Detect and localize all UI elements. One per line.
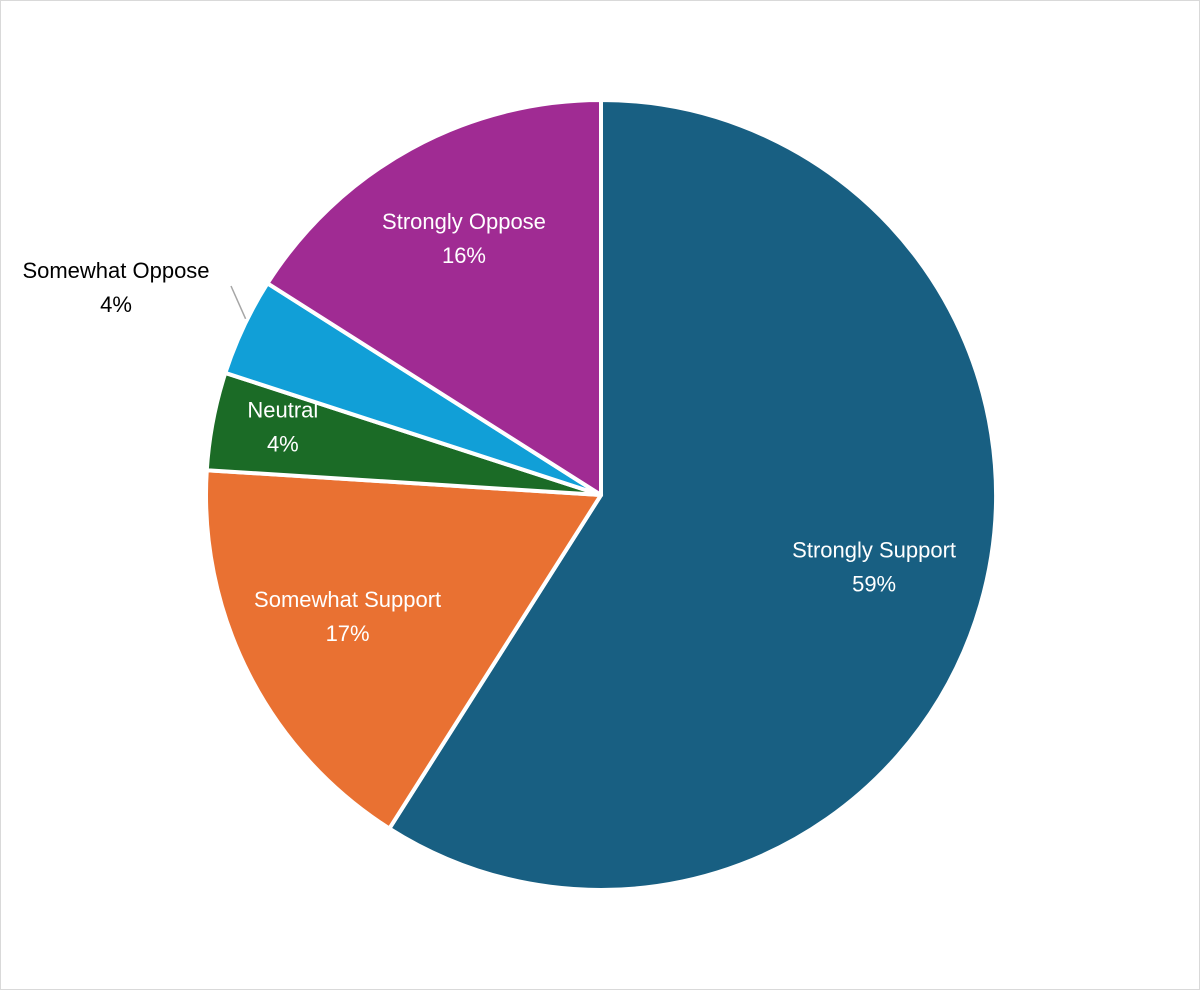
- leader-lines: [230, 285, 247, 320]
- label-value-neutral: 4%: [267, 431, 299, 456]
- label-category-neutral: Neutral: [247, 397, 318, 422]
- slice-somewhat-support: [204, 468, 603, 831]
- pie-slices: [204, 98, 998, 892]
- leader-line-somewhat-oppose: [230, 285, 247, 320]
- label-category-somewhat-support: Somewhat Support: [254, 587, 441, 612]
- slice-strongly-oppose: [265, 98, 603, 497]
- label-category-strongly-oppose: Strongly Oppose: [382, 209, 546, 234]
- label-value-somewhat-support: 17%: [326, 621, 370, 646]
- label-category-somewhat-oppose: Somewhat Oppose: [22, 258, 209, 283]
- slice-strongly-support: [387, 98, 998, 892]
- label-value-strongly-support: 59%: [852, 571, 896, 596]
- data-labels: Strongly Support 59% Somewhat Support 17% Ne…: [22, 209, 956, 646]
- label-value-strongly-oppose: 16%: [442, 243, 486, 268]
- label-value-somewhat-oppose: 4%: [100, 292, 132, 317]
- label-category-strongly-support: Strongly Support: [792, 537, 956, 562]
